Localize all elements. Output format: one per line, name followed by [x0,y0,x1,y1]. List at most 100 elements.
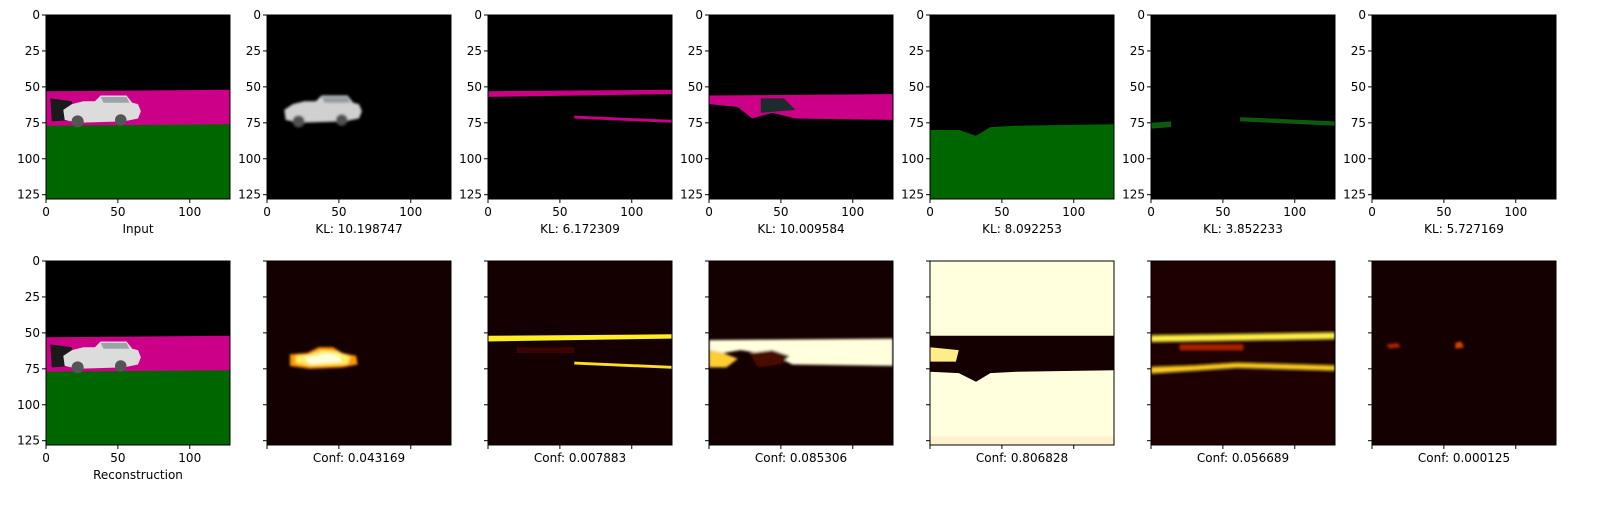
road-stripe-bottom [574,115,672,123]
car-shape [63,95,141,128]
faint-green-left [1151,121,1172,129]
car-wheel [292,115,305,128]
heat-faint [1151,261,1335,445]
y-tick-label: 75 [688,116,703,130]
x-tick-label: 50 [773,205,788,219]
heat-wall-dark-car [749,350,790,368]
y-tick-label: 125 [1343,188,1366,202]
panel-caption: Conf: 0.007883 [534,451,626,465]
heat-faint [516,347,575,353]
y-tick-label: 125 [1122,188,1145,202]
x-tick-label: 50 [110,451,125,465]
y-tick-label: 75 [467,116,482,130]
y-tick-label: 75 [909,116,924,130]
y-tick-label: 75 [25,116,40,130]
y-tick-label: 25 [909,44,924,58]
y-tick-label: 50 [1130,80,1145,94]
heat-edge [930,436,1114,445]
y-tick-label: 75 [25,362,40,376]
y-tick-label: 125 [17,188,40,202]
panel-caption: Conf: 0.806828 [976,451,1068,465]
panel-caption: Reconstruction [93,468,183,482]
panel-frame [487,14,673,200]
panel-background [488,261,672,445]
x-tick-label: 100 [1062,205,1085,219]
y-tick-label: 50 [25,80,40,94]
y-tick-label: 100 [17,152,40,166]
y-tick-label: 125 [238,188,261,202]
x-tick-label: 0 [926,205,934,219]
heat-mid [1179,344,1243,351]
y-tick-label: 0 [916,8,924,22]
x-tick-label: 100 [399,205,422,219]
panel-bottom-1: Conf: 0.043169 [263,260,452,465]
panel-top-1: 0 50 100 0 25 50 75 100 125 KL: 10.198747 [238,8,452,236]
panel-caption: Conf: 0.043169 [313,451,405,465]
y-tick-label: 50 [25,326,40,340]
panel-top-0: 0 50 100 0 25 50 75 100 125 Input [17,8,231,236]
y-tick-label: 50 [688,80,703,94]
panel-background [488,15,672,199]
panel-frame [266,14,452,200]
y-tick-label: 50 [1351,80,1366,94]
y-tick-label: 50 [467,80,482,94]
y-tick-label: 0 [32,254,40,268]
x-tick-label: 100 [178,205,201,219]
panel-frame [1150,260,1336,446]
y-tick-label: 100 [1343,152,1366,166]
y-tick-label: 25 [25,44,40,58]
x-tick-label: 0 [42,205,50,219]
x-tick-label: 50 [1215,205,1230,219]
wall-region [709,94,893,120]
y-tick-label: 50 [909,80,924,94]
car-window [100,96,130,103]
panel-frame [929,14,1115,200]
y-tick-label: 25 [1351,44,1366,58]
ground-region [930,124,1114,199]
x-tick-label: 0 [705,205,713,219]
car-wheel [71,115,84,128]
car-window [100,342,130,349]
heat-spot-left [1386,342,1401,349]
y-tick-label: 0 [1137,8,1145,22]
heat-ground [930,370,1114,445]
heat-car-peak [304,353,342,365]
heat-stripe-bottom [1151,363,1335,374]
panel-top-2: 0 50 100 0 25 50 75 100 125 KL: 6.172309 [459,8,673,236]
y-tick-label: 125 [901,188,924,202]
panel-frame [929,260,1115,446]
y-tick-label: 100 [459,152,482,166]
y-tick-label: 0 [253,8,261,22]
panel-bottom-5: Conf: 0.056689 [1147,260,1336,465]
heat-stripe-bottom [574,361,672,369]
y-tick-label: 25 [467,44,482,58]
x-tick-label: 100 [178,451,201,465]
panel-background [1372,261,1556,445]
panel-bottom-2: Conf: 0.007883 [484,260,673,465]
ground-region [46,367,230,445]
y-tick-label: 100 [1122,152,1145,166]
panel-frame [45,14,231,200]
car-wheel [115,114,127,126]
y-tick-label: 125 [459,188,482,202]
y-tick-label: 50 [246,80,261,94]
car-wheel [115,360,127,372]
heat-stripe-top [488,334,672,342]
heat-haze [1151,261,1335,445]
panel-top-3: 0 50 100 0 25 50 75 100 125 KL: 10.009584 [680,8,894,236]
panel-frame [1371,14,1557,200]
car-wheel [336,114,348,126]
y-tick-label: 25 [25,290,40,304]
panel-background [267,261,451,445]
car-shadow [760,98,796,113]
x-tick-label: 50 [331,205,346,219]
x-tick-label: 100 [1283,205,1306,219]
panel-bottom-0: 0 50 100 0 25 50 75 100 125 Reconstruction [17,254,231,482]
y-tick-label: 25 [688,44,703,58]
panel-caption: KL: 3.852233 [1203,222,1283,236]
panel-caption: KL: 10.009584 [757,222,844,236]
panel-frame [45,260,231,446]
y-tick-label: 25 [1130,44,1145,58]
panel-caption: KL: 5.727169 [1424,222,1504,236]
panel-frame [708,260,894,446]
